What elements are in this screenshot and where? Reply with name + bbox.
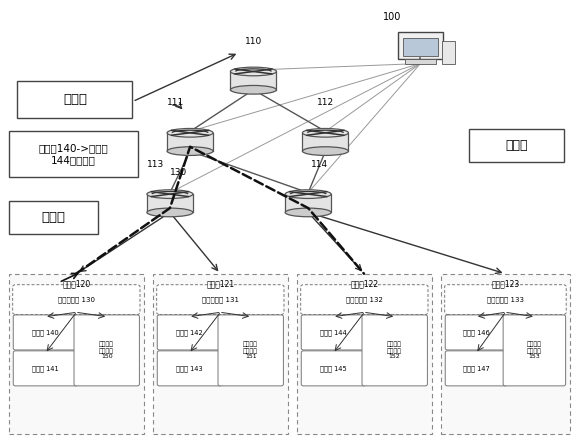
- FancyBboxPatch shape: [301, 315, 366, 350]
- Text: 服务器120: 服务器120: [62, 279, 90, 288]
- FancyBboxPatch shape: [218, 315, 283, 386]
- Text: 虚拟机 147: 虚拟机 147: [463, 365, 490, 372]
- Polygon shape: [147, 194, 193, 212]
- Text: 软件交换机 133: 软件交换机 133: [487, 296, 524, 303]
- Text: 服务器121: 服务器121: [206, 279, 234, 288]
- Polygon shape: [302, 133, 348, 151]
- FancyBboxPatch shape: [13, 285, 140, 314]
- FancyBboxPatch shape: [157, 315, 222, 350]
- FancyBboxPatch shape: [157, 351, 222, 386]
- Ellipse shape: [302, 147, 348, 155]
- FancyBboxPatch shape: [362, 315, 427, 386]
- FancyBboxPatch shape: [445, 351, 507, 386]
- Ellipse shape: [147, 208, 193, 217]
- Ellipse shape: [167, 128, 213, 137]
- FancyBboxPatch shape: [398, 32, 443, 59]
- FancyBboxPatch shape: [74, 315, 139, 386]
- FancyBboxPatch shape: [9, 274, 144, 434]
- Text: 控制器: 控制器: [506, 139, 528, 152]
- Text: 111: 111: [167, 98, 184, 107]
- Ellipse shape: [147, 190, 193, 198]
- FancyBboxPatch shape: [301, 285, 428, 314]
- Polygon shape: [167, 133, 213, 151]
- Text: 113: 113: [147, 159, 164, 169]
- Text: 虚拟机 141: 虚拟机 141: [32, 365, 59, 372]
- FancyBboxPatch shape: [445, 285, 566, 314]
- Bar: [442, 41, 455, 64]
- FancyBboxPatch shape: [9, 201, 98, 234]
- Text: 服务器: 服务器: [41, 212, 65, 224]
- Text: 服务器123: 服务器123: [491, 279, 520, 288]
- Ellipse shape: [285, 208, 331, 217]
- Text: 虚拟机140->虚拟机
144转发路径: 虚拟机140->虚拟机 144转发路径: [39, 144, 108, 165]
- Text: 深度包检
测虚拟机
152: 深度包检 测虚拟机 152: [387, 342, 402, 359]
- Text: 130: 130: [170, 168, 187, 177]
- Text: 软件交换机 130: 软件交换机 130: [58, 296, 95, 303]
- Text: 112: 112: [317, 98, 334, 107]
- Ellipse shape: [230, 85, 276, 94]
- FancyBboxPatch shape: [157, 285, 284, 314]
- Text: 深度包检
测虚拟机
151: 深度包检 测虚拟机 151: [243, 342, 258, 359]
- Text: 114: 114: [311, 159, 328, 169]
- Text: 服务器122: 服务器122: [350, 279, 378, 288]
- Bar: [405, 59, 436, 64]
- Polygon shape: [230, 71, 276, 90]
- FancyBboxPatch shape: [301, 351, 366, 386]
- Ellipse shape: [285, 190, 331, 198]
- Polygon shape: [285, 194, 331, 212]
- Text: 虚拟机 144: 虚拟机 144: [320, 329, 347, 336]
- Ellipse shape: [167, 147, 213, 155]
- FancyBboxPatch shape: [445, 315, 507, 350]
- FancyBboxPatch shape: [503, 315, 566, 386]
- Text: 交换机: 交换机: [63, 93, 87, 106]
- Text: 虚拟机 140: 虚拟机 140: [32, 329, 59, 336]
- Text: 虚拟机 142: 虚拟机 142: [176, 329, 203, 336]
- Text: 虚拟机 143: 虚拟机 143: [176, 365, 203, 372]
- FancyBboxPatch shape: [13, 351, 78, 386]
- Bar: [403, 39, 438, 56]
- Text: 100: 100: [382, 12, 401, 22]
- Ellipse shape: [302, 128, 348, 137]
- FancyBboxPatch shape: [441, 274, 570, 434]
- Text: 深度包检
测虚拟机
153: 深度包检 测虚拟机 153: [527, 342, 542, 359]
- FancyBboxPatch shape: [17, 81, 132, 118]
- Text: 虚拟机 145: 虚拟机 145: [320, 365, 347, 372]
- Text: 深度包检
测虚拟机
150: 深度包检 测虚拟机 150: [99, 342, 114, 359]
- FancyBboxPatch shape: [9, 131, 138, 177]
- FancyBboxPatch shape: [13, 315, 78, 350]
- FancyBboxPatch shape: [153, 274, 288, 434]
- Text: 虚拟机 146: 虚拟机 146: [463, 329, 490, 336]
- FancyBboxPatch shape: [297, 274, 432, 434]
- Ellipse shape: [230, 67, 276, 76]
- Text: 软件交换机 131: 软件交换机 131: [202, 296, 239, 303]
- Text: 软件交换机 132: 软件交换机 132: [346, 296, 383, 303]
- FancyBboxPatch shape: [469, 129, 564, 162]
- Text: 110: 110: [245, 37, 262, 46]
